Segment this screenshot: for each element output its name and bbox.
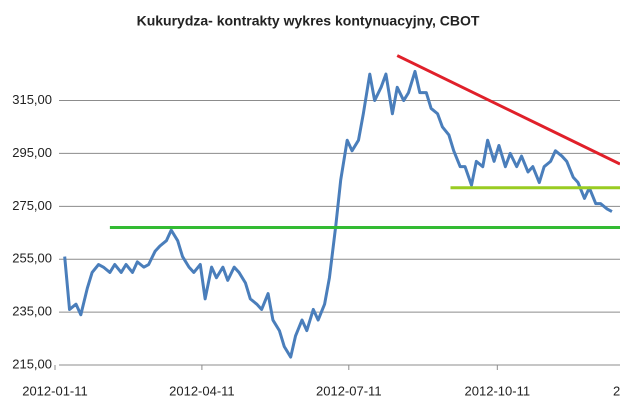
x-tick-label: 2012-01-11 (22, 383, 88, 398)
y-tick-label: 235,00 (12, 304, 52, 319)
x-tick-label: 2012-10-11 (465, 383, 531, 398)
y-tick-label: 215,00 (12, 356, 52, 371)
x-tick-label: 2012-07-11 (316, 383, 382, 398)
x-tick-label: 2012-04-11 (169, 383, 235, 398)
trend-line (396, 54, 620, 166)
y-tick-label: 295,00 (12, 145, 52, 160)
y-tick-label: 275,00 (12, 198, 52, 213)
y-tick-label: 255,00 (12, 251, 52, 266)
chart-title: Kukurydza- kontrakty wykres kontynuacyjn… (137, 13, 480, 29)
x-tick-label: 2013-01-11 (613, 383, 620, 398)
y-tick-label: 315,00 (12, 92, 52, 107)
series-line (63, 69, 613, 359)
